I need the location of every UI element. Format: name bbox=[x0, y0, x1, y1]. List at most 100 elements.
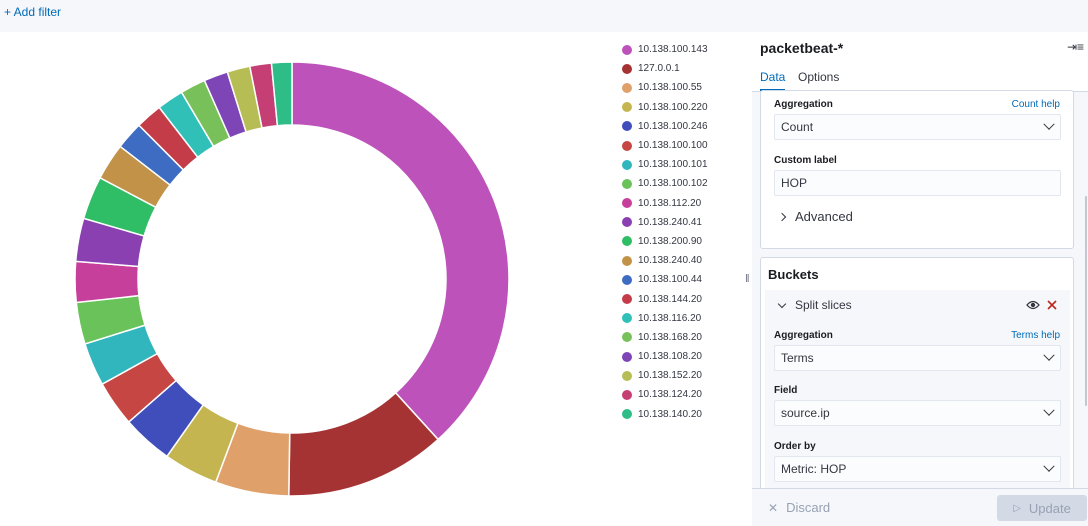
count-help-link[interactable]: Count help bbox=[1011, 99, 1060, 110]
sidebar-header: packetbeat-* ⇥≡ Data Options bbox=[752, 32, 1088, 92]
legend-item[interactable]: 10.138.100.220 bbox=[622, 98, 708, 117]
legend-label: 10.138.100.55 bbox=[638, 82, 702, 94]
buckets-title: Buckets bbox=[768, 267, 819, 282]
legend-item[interactable]: 10.138.100.246 bbox=[622, 117, 708, 136]
scrollbar-thumb[interactable] bbox=[1085, 196, 1087, 406]
donut-chart bbox=[74, 61, 510, 497]
legend-label: 10.138.100.100 bbox=[638, 140, 708, 152]
index-pattern-title: packetbeat-* bbox=[760, 40, 844, 56]
buckets-panel: Buckets Split slices Aggregation Terms h… bbox=[760, 257, 1074, 493]
legend-color-dot bbox=[622, 159, 632, 170]
legend-label: 10.138.100.44 bbox=[638, 274, 702, 286]
add-filter-link[interactable]: + Add filter bbox=[4, 5, 62, 19]
metric-aggregation-label: Aggregation bbox=[774, 99, 833, 110]
legend-color-dot bbox=[622, 236, 632, 247]
legend-label: 10.138.100.101 bbox=[638, 159, 708, 171]
legend-item[interactable]: 10.138.100.143 bbox=[622, 40, 708, 59]
legend-color-dot bbox=[622, 294, 632, 305]
bucket-aggregation-label: Aggregation bbox=[774, 330, 833, 341]
update-button[interactable]: ▷ Update bbox=[997, 495, 1087, 521]
legend-item[interactable]: 10.138.116.20 bbox=[622, 309, 708, 328]
chevron-down-icon bbox=[1043, 460, 1055, 472]
custom-label-label: Custom label bbox=[774, 155, 837, 166]
legend-item[interactable]: 10.138.112.20 bbox=[622, 194, 708, 213]
legend-item[interactable]: 10.138.200.90 bbox=[622, 232, 708, 251]
remove-icon[interactable] bbox=[1047, 300, 1057, 310]
donut-slice[interactable] bbox=[74, 260, 140, 304]
legend-label: 10.138.140.20 bbox=[638, 408, 702, 420]
legend-color-dot bbox=[622, 274, 632, 285]
legend-label: 10.138.240.41 bbox=[638, 216, 702, 228]
donut-slice[interactable] bbox=[270, 61, 293, 127]
legend-label: 10.138.168.20 bbox=[638, 331, 702, 343]
legend-item[interactable]: 10.138.100.101 bbox=[622, 155, 708, 174]
advanced-toggle[interactable]: Advanced bbox=[777, 209, 853, 224]
order-by-select[interactable]: Metric: HOP bbox=[774, 456, 1061, 482]
collapse-sidebar-icon[interactable]: ⇥≡ bbox=[1066, 40, 1084, 54]
split-slices-label: Split slices bbox=[795, 298, 852, 312]
panel-resize-handle[interactable]: ‖ bbox=[745, 273, 750, 285]
order-by-label: Order by bbox=[774, 441, 816, 452]
legend-color-dot bbox=[622, 332, 632, 343]
legend-item[interactable]: 10.138.240.40 bbox=[622, 251, 708, 270]
legend-item[interactable]: 127.0.0.1 bbox=[622, 59, 708, 78]
legend-item[interactable]: 10.138.100.100 bbox=[622, 136, 708, 155]
legend-color-dot bbox=[622, 351, 632, 362]
legend-color-dot bbox=[622, 409, 632, 420]
play-icon: ▷ bbox=[1013, 502, 1021, 514]
chart-legend: 10.138.100.143 127.0.0.1 10.138.100.55 10.1… bbox=[622, 40, 708, 424]
legend-item[interactable]: 10.138.100.44 bbox=[622, 270, 708, 289]
bucket-aggregation-value: Terms bbox=[781, 351, 814, 365]
legend-color-dot bbox=[622, 370, 632, 381]
legend-color-dot bbox=[622, 255, 632, 266]
legend-item[interactable]: 10.138.100.55 bbox=[622, 78, 708, 97]
sidebar-scrollbar[interactable] bbox=[1084, 92, 1088, 488]
legend-label: 127.0.0.1 bbox=[638, 63, 680, 75]
legend-label: 10.138.100.246 bbox=[638, 120, 708, 132]
discard-label: Discard bbox=[786, 500, 831, 515]
legend-item[interactable]: 10.138.124.20 bbox=[622, 385, 708, 404]
legend-label: 10.138.100.220 bbox=[638, 101, 708, 113]
legend-item[interactable]: 10.138.108.20 bbox=[622, 347, 708, 366]
tab-data[interactable]: Data bbox=[760, 70, 786, 91]
editor-sidebar: packetbeat-* ⇥≡ Data Options Aggregation… bbox=[752, 32, 1088, 526]
donut-slice[interactable] bbox=[291, 61, 510, 441]
terms-help-link[interactable]: Terms help bbox=[1011, 330, 1060, 341]
filter-bar: + Add filter bbox=[0, 0, 1088, 32]
legend-item[interactable]: 10.138.168.20 bbox=[622, 328, 708, 347]
legend-item[interactable]: 10.138.100.102 bbox=[622, 174, 708, 193]
legend-color-dot bbox=[622, 389, 632, 400]
metric-aggregation-select[interactable]: Count bbox=[774, 114, 1061, 140]
legend-color-dot bbox=[622, 44, 632, 55]
visualization-area: 10.138.100.143 127.0.0.1 10.138.100.55 10.1… bbox=[0, 32, 745, 526]
chevron-right-icon bbox=[777, 212, 787, 221]
legend-item[interactable]: 10.138.240.41 bbox=[622, 213, 708, 232]
discard-button[interactable]: ✕ Discard bbox=[768, 500, 830, 515]
custom-label-input[interactable] bbox=[781, 171, 1054, 195]
legend-color-dot bbox=[622, 140, 632, 151]
legend-item[interactable]: 10.138.140.20 bbox=[622, 405, 708, 424]
legend-item[interactable]: 10.138.144.20 bbox=[622, 289, 708, 308]
eye-icon[interactable] bbox=[1026, 299, 1040, 311]
metric-panel: Aggregation Count help Count Custom labe… bbox=[760, 90, 1074, 249]
legend-label: 10.138.112.20 bbox=[638, 197, 702, 209]
field-value: source.ip bbox=[781, 406, 830, 420]
legend-color-dot bbox=[622, 217, 632, 228]
legend-color-dot bbox=[622, 102, 632, 113]
legend-color-dot bbox=[622, 178, 632, 189]
close-icon: ✕ bbox=[768, 500, 779, 515]
legend-color-dot bbox=[622, 198, 632, 209]
legend-label: 10.138.200.90 bbox=[638, 235, 702, 247]
tab-options[interactable]: Options bbox=[798, 70, 840, 84]
update-label: Update bbox=[1028, 500, 1071, 516]
advanced-label: Advanced bbox=[795, 209, 853, 224]
chevron-down-icon bbox=[1043, 349, 1055, 361]
split-slices-toggle[interactable]: Split slices bbox=[777, 298, 852, 312]
legend-color-dot bbox=[622, 82, 632, 93]
legend-label: 10.138.124.20 bbox=[638, 389, 702, 401]
custom-label-field[interactable] bbox=[774, 170, 1061, 196]
bucket-aggregation-select[interactable]: Terms bbox=[774, 345, 1061, 371]
field-select[interactable]: source.ip bbox=[774, 400, 1061, 426]
chevron-down-icon bbox=[1043, 404, 1055, 416]
legend-item[interactable]: 10.138.152.20 bbox=[622, 366, 708, 385]
